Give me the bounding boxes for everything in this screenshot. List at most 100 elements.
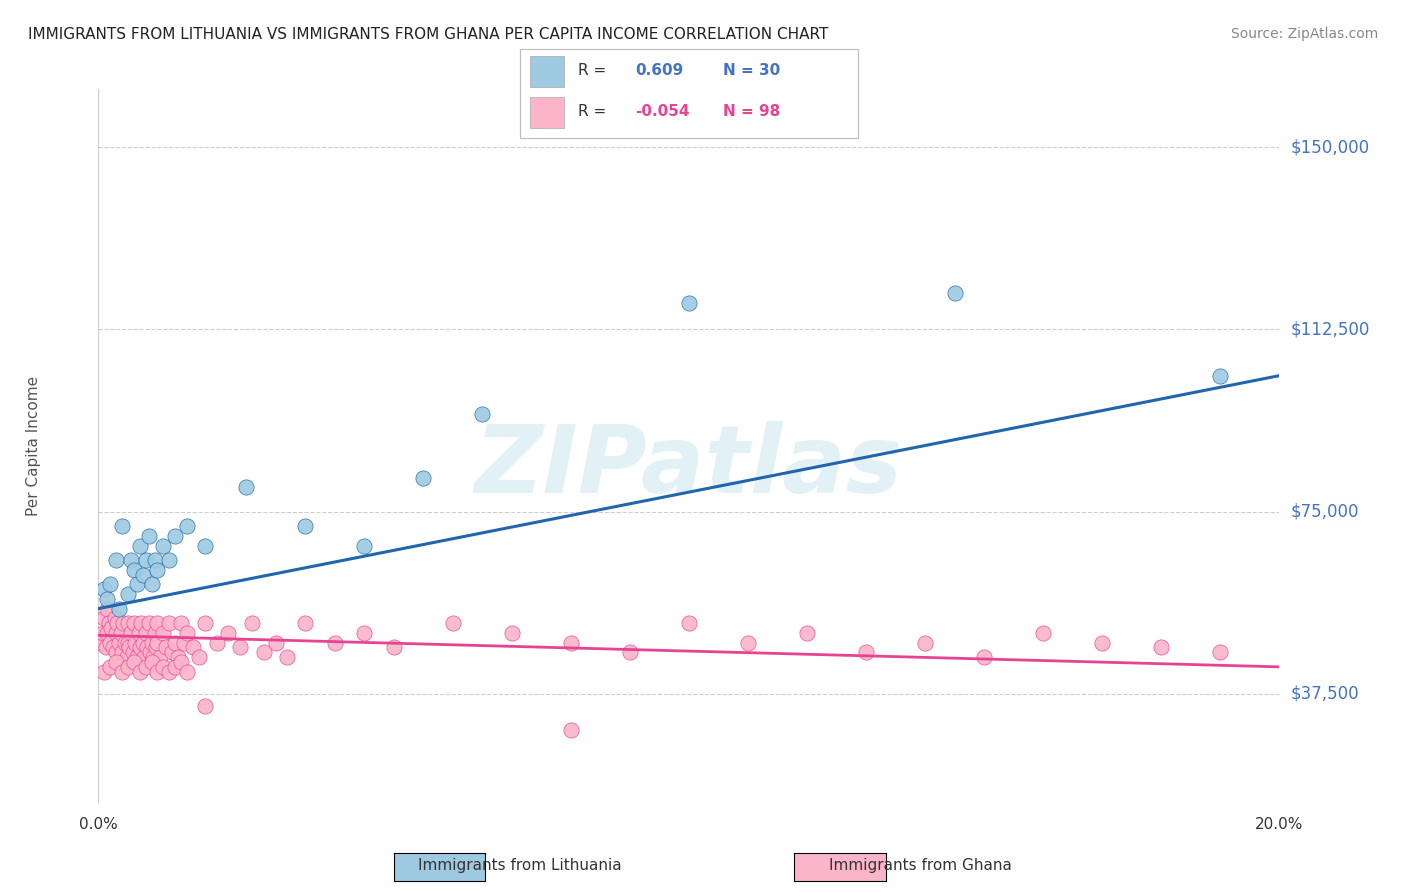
Point bbox=[104, 611, 127, 625]
Point bbox=[96, 626, 118, 640]
Point bbox=[111, 645, 134, 659]
Text: Source: ZipAtlas.com: Source: ZipAtlas.com bbox=[1230, 27, 1378, 41]
Point bbox=[132, 635, 155, 649]
Point bbox=[167, 650, 190, 665]
Point bbox=[135, 626, 157, 640]
Point bbox=[152, 626, 174, 640]
Text: -0.054: -0.054 bbox=[636, 104, 689, 119]
Point bbox=[105, 616, 128, 631]
Point bbox=[152, 539, 174, 553]
Point bbox=[1091, 635, 1114, 649]
Text: ZIPatlas: ZIPatlas bbox=[475, 421, 903, 514]
Point bbox=[353, 539, 375, 553]
Point bbox=[108, 601, 131, 615]
Point bbox=[93, 665, 115, 679]
Point bbox=[141, 635, 163, 649]
Point bbox=[117, 587, 139, 601]
FancyBboxPatch shape bbox=[530, 97, 564, 128]
Point bbox=[118, 640, 141, 655]
Point bbox=[115, 650, 138, 665]
Point bbox=[146, 635, 169, 649]
Point bbox=[157, 616, 180, 631]
Text: Immigrants from Lithuania: Immigrants from Lithuania bbox=[419, 858, 621, 872]
Point bbox=[105, 553, 128, 567]
Point bbox=[176, 519, 198, 533]
Point bbox=[152, 660, 174, 674]
Point bbox=[145, 640, 167, 655]
Point bbox=[560, 635, 582, 649]
Point bbox=[181, 640, 204, 655]
Point bbox=[240, 616, 263, 631]
Point bbox=[471, 408, 494, 422]
Point bbox=[105, 626, 128, 640]
Point bbox=[157, 553, 180, 567]
Point bbox=[100, 621, 122, 635]
Point bbox=[134, 650, 156, 665]
FancyBboxPatch shape bbox=[530, 56, 564, 87]
Point bbox=[501, 626, 523, 640]
Point bbox=[194, 698, 217, 713]
Point bbox=[229, 640, 252, 655]
Point bbox=[235, 480, 257, 494]
Point bbox=[122, 655, 145, 669]
Point bbox=[138, 529, 160, 543]
Point bbox=[943, 286, 966, 301]
Text: 0.609: 0.609 bbox=[636, 63, 683, 78]
Point bbox=[294, 519, 316, 533]
Point bbox=[142, 650, 165, 665]
Point bbox=[187, 650, 209, 665]
Point bbox=[146, 563, 169, 577]
Point bbox=[914, 635, 936, 649]
Point bbox=[125, 650, 148, 665]
Point bbox=[146, 616, 169, 631]
Point bbox=[105, 645, 128, 659]
Text: 20.0%: 20.0% bbox=[1256, 817, 1303, 832]
Point bbox=[176, 626, 198, 640]
Text: R =: R = bbox=[578, 104, 606, 119]
Point bbox=[110, 626, 132, 640]
Text: 0.0%: 0.0% bbox=[79, 817, 118, 832]
Point bbox=[98, 577, 121, 591]
Point bbox=[108, 635, 131, 649]
Text: N = 30: N = 30 bbox=[723, 63, 780, 78]
Point bbox=[93, 611, 115, 625]
Point bbox=[128, 626, 150, 640]
Point bbox=[98, 660, 121, 674]
Point bbox=[117, 635, 139, 649]
Point bbox=[98, 616, 121, 631]
Point bbox=[855, 645, 877, 659]
Point bbox=[619, 645, 641, 659]
Text: $75,000: $75,000 bbox=[1291, 502, 1360, 521]
Point bbox=[165, 529, 187, 543]
Point bbox=[128, 640, 150, 655]
Point bbox=[294, 616, 316, 631]
Text: N = 98: N = 98 bbox=[723, 104, 780, 119]
Point bbox=[138, 616, 160, 631]
Point bbox=[323, 635, 346, 649]
Point bbox=[678, 616, 700, 631]
Point bbox=[1032, 626, 1054, 640]
Point bbox=[103, 640, 125, 655]
Point bbox=[165, 660, 187, 674]
Point bbox=[122, 616, 145, 631]
Point bbox=[560, 723, 582, 737]
Point bbox=[170, 655, 193, 669]
Point bbox=[112, 616, 135, 631]
Point bbox=[96, 591, 118, 606]
Text: $37,500: $37,500 bbox=[1291, 684, 1360, 703]
Point bbox=[121, 645, 143, 659]
Point bbox=[149, 650, 172, 665]
Point bbox=[194, 616, 217, 631]
Point bbox=[264, 635, 287, 649]
Point bbox=[135, 640, 157, 655]
Text: IMMIGRANTS FROM LITHUANIA VS IMMIGRANTS FROM GHANA PER CAPITA INCOME CORRELATION: IMMIGRANTS FROM LITHUANIA VS IMMIGRANTS … bbox=[28, 27, 828, 42]
Point bbox=[1150, 640, 1173, 655]
Point bbox=[146, 665, 169, 679]
Point bbox=[165, 635, 187, 649]
Point bbox=[155, 640, 177, 655]
Point bbox=[1209, 368, 1232, 383]
Point bbox=[173, 635, 195, 649]
Point bbox=[176, 665, 198, 679]
Point bbox=[139, 645, 162, 659]
Point bbox=[276, 650, 298, 665]
